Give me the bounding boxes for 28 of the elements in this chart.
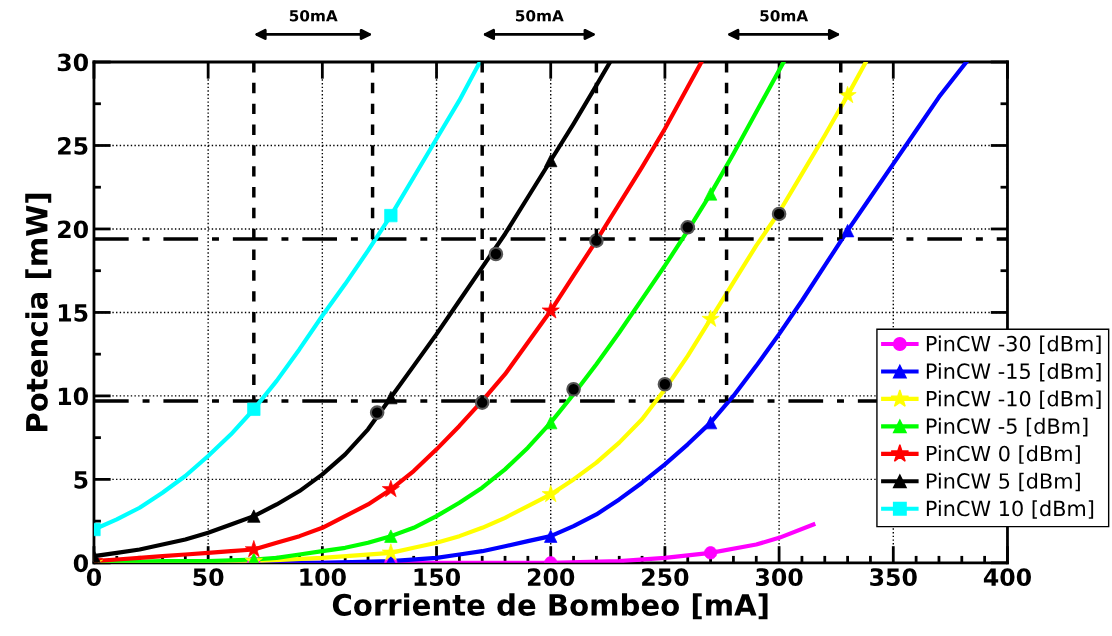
x-tick-label: 200 [527,568,575,586]
x-tick-label: 300 [756,568,803,586]
x-tick-label: 0 [86,568,102,586]
y-axis-title: Potencia [mW] [25,193,52,431]
x-tick-label: 150 [414,568,461,586]
x-axis-title: Corriente de Bombeo [mA] [332,593,768,620]
x-tick-label: 400 [983,568,1031,586]
text: 50mA [289,9,338,22]
legend-label: PinCW -30 [dBm] [926,335,1101,355]
legend-label: PinCW -15 [dBm] [926,362,1101,382]
y-tick-label: 20 [58,220,88,239]
x-tick-label: 100 [300,568,346,586]
x-tick-label: 50 [193,568,224,586]
y-tick-label: 10 [58,387,88,406]
text: 50mA [515,9,564,22]
legend-label: PinCW -10 [dBm] [926,390,1101,409]
text: 50mA [760,9,809,22]
y-tick-label: 0 [73,554,88,573]
x-tick-label: 350 [870,568,917,586]
legend-label: PinCW -5 [dBm] [926,417,1088,437]
y-tick-label: 5 [74,471,88,489]
x-tick-label: 250 [642,568,689,586]
y-tick-label: 15 [58,304,88,322]
legend-label: PinCW 5 [dBm] [926,472,1080,492]
legend-label: PinCW 0 [dBm] [926,445,1080,464]
y-tick-label: 25 [58,136,88,155]
legend-label: PinCW 10 [dBm] [926,500,1094,519]
y-tick-label: 30 [57,53,88,72]
